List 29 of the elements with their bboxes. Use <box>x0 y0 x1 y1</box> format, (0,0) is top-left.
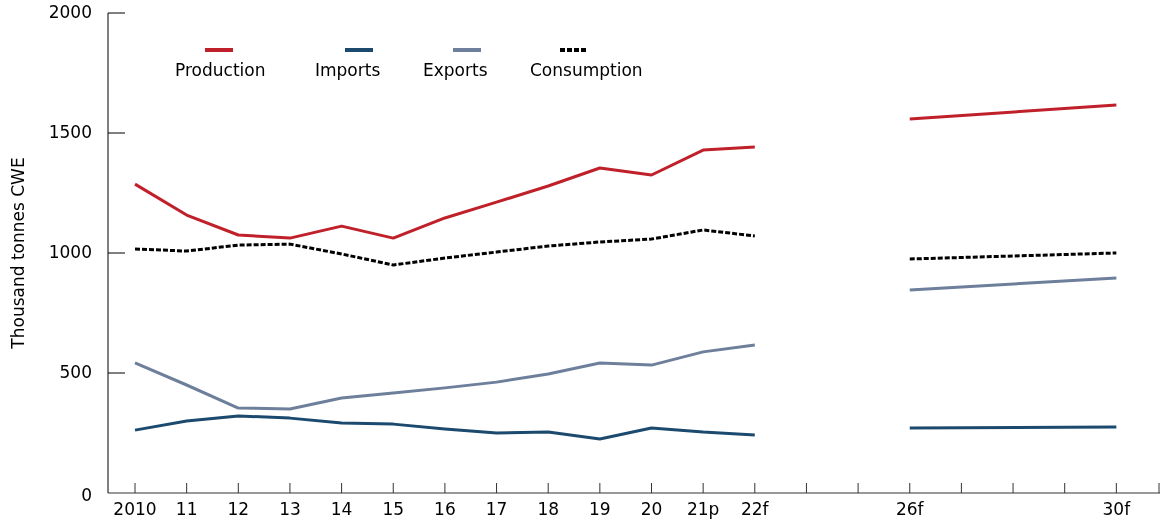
y-tick-label: 1500 <box>48 122 92 142</box>
x-tick-label: 11 <box>175 499 198 519</box>
x-tick-label: 13 <box>279 499 301 519</box>
x-tick-label: 17 <box>485 499 508 519</box>
x-tick-label: 21p <box>686 499 720 519</box>
x-tick-label: 16 <box>434 499 456 519</box>
x-tick-label: 18 <box>537 499 560 519</box>
y-tick-label: 0 <box>81 485 92 505</box>
legend-label: Imports <box>315 60 381 80</box>
x-tick-label: 14 <box>330 499 353 519</box>
legend-label: Exports <box>423 60 488 80</box>
y-axis-title: Thousand tonnes CWE <box>8 157 28 350</box>
y-tick-label: 2000 <box>48 2 92 22</box>
x-tick-label: 2010 <box>113 499 157 519</box>
x-tick-label: 19 <box>589 499 611 519</box>
legend-label: Production <box>175 60 266 80</box>
line-series <box>133 145 757 240</box>
line-series <box>133 228 757 267</box>
x-tick-label: 30f <box>1102 499 1132 519</box>
x-tick-label: 26f <box>895 499 925 519</box>
line-series <box>133 414 757 441</box>
line-series <box>133 343 757 411</box>
x-tick-label: 20 <box>640 499 663 519</box>
y-tick-label: 500 <box>59 362 92 382</box>
legend-label: Consumption <box>530 60 643 80</box>
x-tick-label: 12 <box>227 499 250 519</box>
x-tick-label: 22f <box>740 499 770 519</box>
y-tick-label: 1000 <box>48 242 92 262</box>
x-tick-label: 15 <box>382 499 405 519</box>
